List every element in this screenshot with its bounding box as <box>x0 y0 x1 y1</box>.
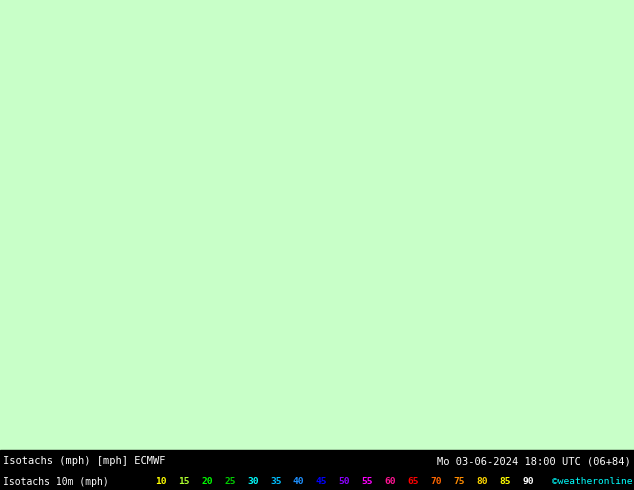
Text: 80: 80 <box>476 477 488 487</box>
Text: 65: 65 <box>408 477 419 487</box>
Text: 55: 55 <box>362 477 373 487</box>
Text: Mo 03-06-2024 18:00 UTC (06+84): Mo 03-06-2024 18:00 UTC (06+84) <box>437 456 631 466</box>
Text: 10: 10 <box>155 477 167 487</box>
Text: 90: 90 <box>522 477 534 487</box>
Text: 60: 60 <box>385 477 396 487</box>
Text: 15: 15 <box>178 477 190 487</box>
Text: 70: 70 <box>430 477 442 487</box>
Text: 45: 45 <box>316 477 327 487</box>
Text: 35: 35 <box>270 477 281 487</box>
Text: 20: 20 <box>201 477 212 487</box>
Text: 25: 25 <box>224 477 236 487</box>
Text: 50: 50 <box>339 477 351 487</box>
Text: ©weatheronline.co.uk: ©weatheronline.co.uk <box>552 477 634 487</box>
Text: Isotachs 10m (mph): Isotachs 10m (mph) <box>3 477 109 487</box>
Text: 75: 75 <box>453 477 465 487</box>
Text: Isotachs (mph) [mph] ECMWF: Isotachs (mph) [mph] ECMWF <box>3 456 165 466</box>
Text: 30: 30 <box>247 477 259 487</box>
Text: 85: 85 <box>500 477 511 487</box>
Text: 40: 40 <box>293 477 304 487</box>
